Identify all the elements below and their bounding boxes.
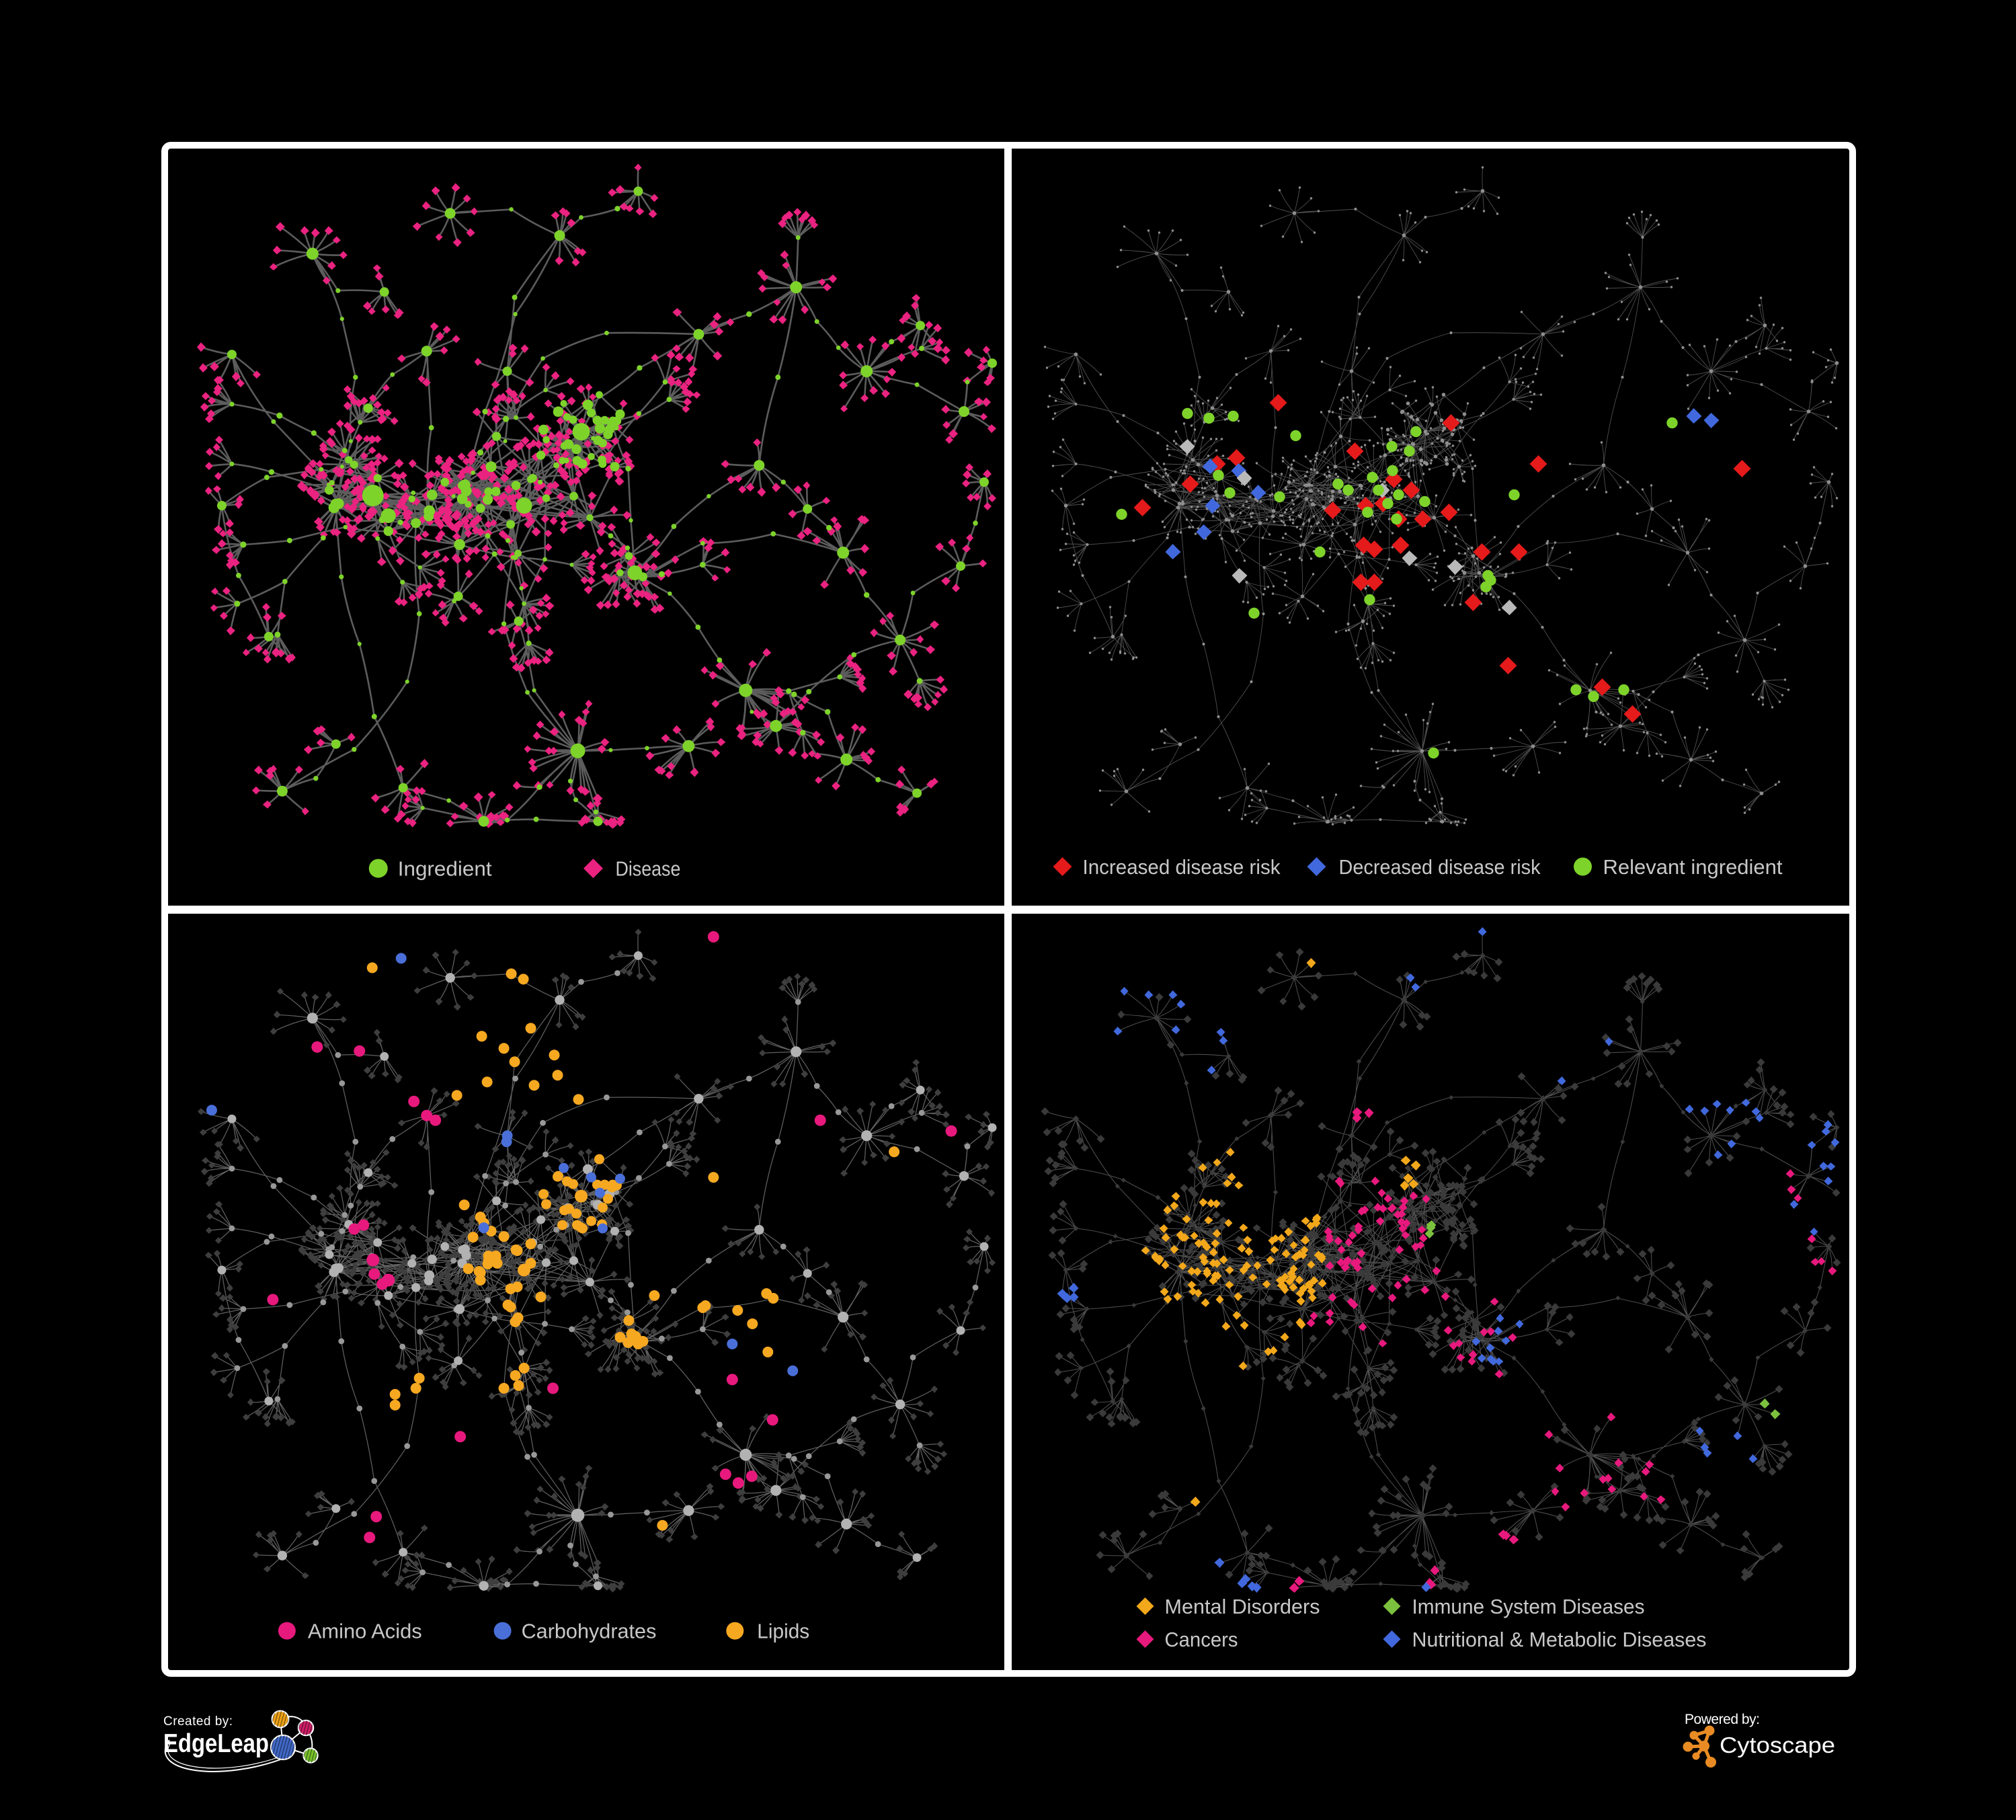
svg-text:Nutritional & Metabolic Diseas: Nutritional & Metabolic Diseases — [1412, 1628, 1707, 1651]
svg-text:Carbohydrates: Carbohydrates — [522, 1620, 657, 1643]
svg-text:Amino Acids: Amino Acids — [308, 1620, 422, 1643]
svg-text:Mental Disorders: Mental Disorders — [1165, 1595, 1320, 1618]
svg-text:Powered by:: Powered by: — [1685, 1712, 1760, 1727]
svg-text:Cytoscape: Cytoscape — [1720, 1733, 1835, 1757]
svg-text:Lipids: Lipids — [757, 1620, 809, 1643]
svg-text:Disease: Disease — [615, 857, 680, 881]
svg-text:EdgeLeap: EdgeLeap — [163, 1729, 269, 1758]
svg-text:Cancers: Cancers — [1165, 1628, 1238, 1651]
svg-text:Immune System Diseases: Immune System Diseases — [1412, 1595, 1645, 1618]
svg-text:Ingredient: Ingredient — [398, 857, 492, 881]
svg-text:Relevant ingredient: Relevant ingredient — [1603, 855, 1783, 879]
svg-text:Created by:: Created by: — [163, 1714, 233, 1729]
svg-text:Decreased disease risk: Decreased disease risk — [1339, 855, 1541, 879]
svg-text:Increased disease risk: Increased disease risk — [1083, 855, 1281, 879]
